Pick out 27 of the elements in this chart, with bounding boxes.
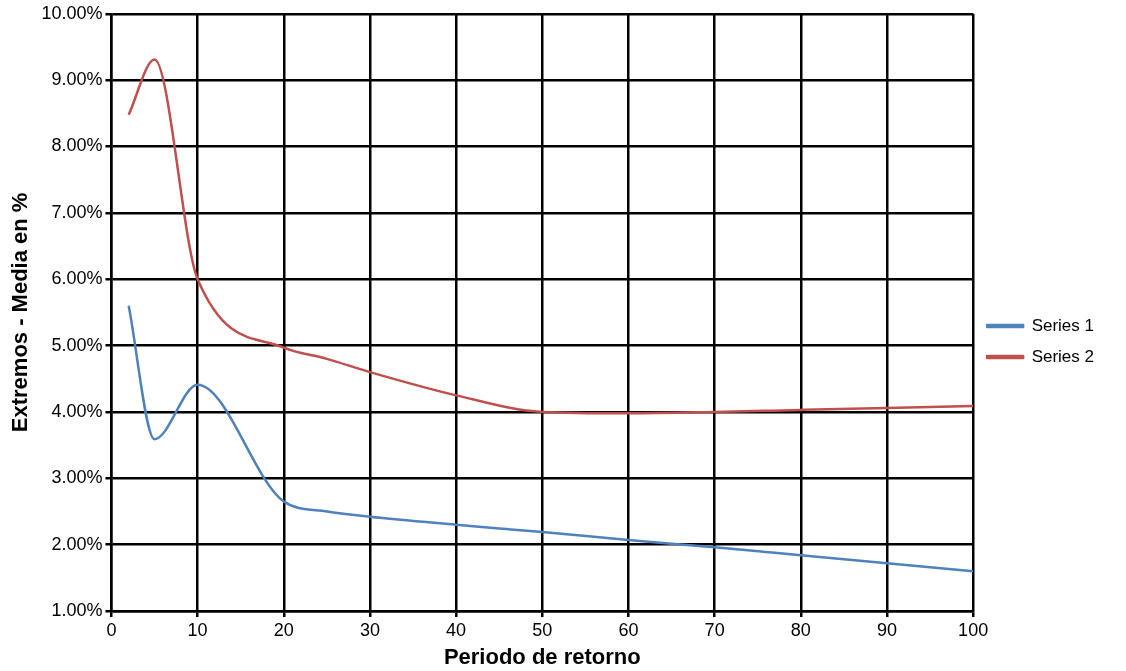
x-tick-label: 50 [532,619,553,640]
x-tick-label: 80 [790,619,811,640]
x-tick-label: 100 [958,619,989,640]
y-tick-label: 1.00% [51,599,103,620]
y-tick-label: 7.00% [51,201,103,222]
y-tick-label: 3.00% [51,467,103,488]
y-tick-label: 8.00% [51,135,103,156]
y-tick-label: 10.00% [41,2,103,23]
y-tick-label: 2.00% [51,533,103,554]
x-tick-label: 70 [704,619,725,640]
line-series [127,304,974,573]
x-tick-label: 0 [106,619,117,640]
x-tick-label: 60 [618,619,639,640]
x-tick-label: 30 [359,619,380,640]
x-tick-label: 20 [273,619,294,640]
y-tick-label: 6.00% [51,268,103,289]
line-series [127,58,974,415]
x-axis-title: Periodo de retorno [443,643,641,669]
y-tick-label: 5.00% [51,334,103,355]
legend-label: Series 2 [1031,346,1095,366]
x-tick-label: 10 [187,619,208,640]
x-tick-label: 90 [876,619,897,640]
y-axis-title: Extremos - Media en % [7,192,33,433]
y-tick-label: 4.00% [51,400,103,421]
x-tick-label: 40 [446,619,467,640]
legend-label: Series 1 [1031,315,1095,335]
y-tick-label: 9.00% [51,69,103,90]
